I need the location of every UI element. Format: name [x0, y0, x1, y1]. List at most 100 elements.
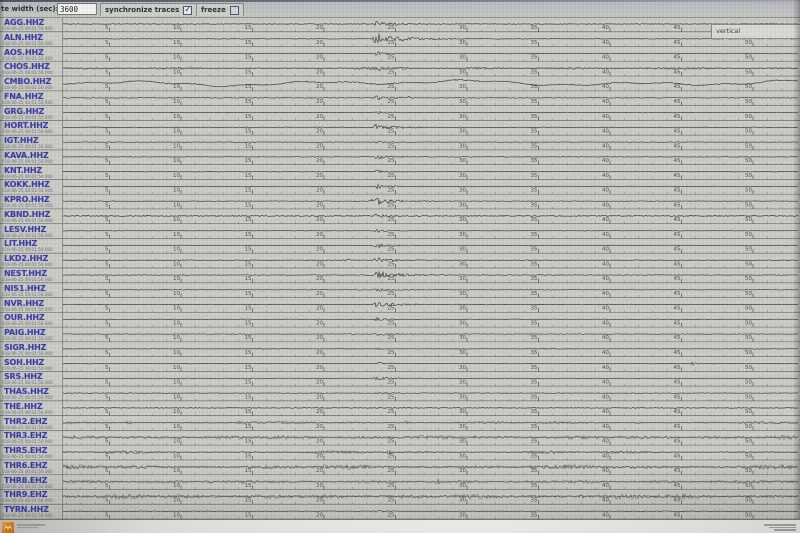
trace-width-input[interactable] — [57, 3, 97, 15]
trace-row: KAVA.HHZ 018-06-25 00:01:50.000 — [0, 150, 62, 165]
trace-row: CHOS.HHZ 018-06-25 00:01:50.000 — [0, 61, 62, 76]
station-label[interactable]: NEST.HHZ — [4, 269, 47, 278]
trace-row: KBND.HHZ 018-06-25 00:01:50.000 — [0, 209, 62, 224]
trace-row: AGG.HHZ 018-06-25 00:01:50.000 — [0, 17, 62, 32]
synchronize-checkbox[interactable] — [183, 5, 193, 15]
station-label[interactable]: AOS.HHZ — [4, 47, 44, 57]
trace-row: ALN.HHZ 018-06-25 00:01:50.000 — [0, 32, 62, 47]
station-label[interactable]: LESV.HHZ — [4, 224, 47, 234]
station-start-time: 018-06-25 00:01:50.000 — [2, 498, 53, 504]
station-label[interactable]: KBND.HHZ — [4, 209, 51, 219]
trace-row: THR3.EHZ 018-06-25 00:01:50.000 — [0, 430, 62, 445]
station-label[interactable]: KAVA.HHZ — [4, 150, 49, 160]
station-label[interactable]: THR9.EHZ — [4, 490, 48, 500]
trace-row: AOS.HHZ 018-06-25 00:01:50.000 — [0, 47, 62, 62]
station-start-time: 018-06-25 00:01:50.000 — [2, 306, 53, 312]
trace-row: OUR.HHZ 018-06-25 00:01:50.000 — [0, 312, 62, 327]
trace-row: LIT.HHZ 018-06-25 00:01:50.000 — [0, 238, 62, 253]
station-label[interactable]: THE.HHZ — [4, 401, 43, 411]
trace-row: SOH.HHZ 018-06-25 00:01:50.000 — [0, 357, 62, 372]
station-label[interactable]: LKD2.HHZ — [4, 254, 49, 264]
station-label[interactable]: AGG.HHZ — [4, 18, 45, 27]
trace-row: LKD2.HHZ 018-06-25 00:01:50.000 — [0, 253, 62, 268]
station-label[interactable]: OUR.HHZ — [4, 313, 45, 323]
station-start-time: 018-06-25 00:01:50.000 — [2, 218, 53, 224]
tab-synchronize-traces[interactable]: synchronize traces — [100, 3, 198, 16]
station-label[interactable]: THR5.EHZ — [4, 446, 48, 456]
station-label[interactable]: SRS.HHZ — [4, 372, 43, 382]
trace-row: NVR.HHZ 018-06-25 00:01:50.000 — [0, 298, 62, 313]
station-label[interactable]: NIS1.HHZ — [4, 283, 46, 293]
trace-row: THE.HHZ 018-06-25 00:01:50.000 — [0, 401, 62, 416]
station-label[interactable]: KPRO.HHZ — [4, 195, 50, 205]
trace-row: FNA.HHZ 018-06-25 00:01:50.000 — [0, 91, 62, 106]
station-start-time: 018-06-25 00:01:50.000 — [2, 321, 53, 327]
station-label[interactable]: GRG.HHZ — [4, 106, 45, 116]
station-start-time: 018-06-25 00:01:50.000 — [2, 292, 53, 297]
trace-row: THR8.EHZ 018-06-25 00:01:50.000 — [0, 475, 62, 490]
trace-row: SRS.HHZ 018-06-25 00:01:50.000 — [0, 371, 62, 386]
station-label[interactable]: THR2.EHZ — [4, 416, 48, 426]
station-label[interactable]: THR6.EHZ — [4, 460, 48, 470]
trace-row: KNT.HHZ 018-06-25 00:01:50.000 — [0, 165, 62, 180]
station-start-time: 018-06-25 00:01:50.000 — [2, 277, 53, 283]
trace-row: KPRO.HHZ 018-06-25 00:01:50.000 — [0, 194, 62, 209]
trace-row: THR6.EHZ 018-06-25 00:01:50.000 — [0, 460, 62, 475]
station-start-time: 018-06-25 00:01:50.000 — [2, 439, 53, 445]
station-start-time: 018-06-25 00:01:50.000 — [2, 469, 53, 475]
station-label[interactable]: SOH.HHZ — [4, 357, 45, 367]
station-start-time: 018-06-25 00:01:50.000 — [2, 484, 53, 489]
station-label[interactable]: THAS.HHZ — [4, 387, 49, 397]
station-label[interactable]: HORT.HHZ — [4, 121, 49, 131]
station-label[interactable]: KNT.HHZ — [4, 165, 42, 175]
trace-row: SIGR.HHZ 018-06-25 00:01:50.000 — [0, 342, 62, 357]
credit-text-line — [774, 529, 796, 531]
station-start-time: 018-06-25 00:01:50.000 — [2, 395, 53, 401]
station-label[interactable]: FNA.HHZ — [4, 91, 44, 101]
station-label[interactable]: IGT.HHZ — [4, 136, 39, 146]
station-label[interactable]: LIT.HHZ — [4, 239, 38, 249]
seismogram-trace-canvas — [0, 17, 800, 519]
trace-row: THR5.EHZ 018-06-25 00:01:50.000 — [0, 445, 62, 460]
station-start-time: 018-06-25 00:01:50.000 — [2, 70, 53, 76]
station-start-time: 018-06-25 00:01:50.000 — [2, 410, 53, 416]
tab-freeze[interactable]: freeze — [196, 3, 244, 16]
trace-row: HORT.HHZ 018-06-25 00:01:50.000 — [0, 120, 62, 135]
station-start-time: 018-06-25 00:01:50.000 — [2, 115, 53, 120]
station-start-time: 018-06-25 00:01:50.000 — [2, 366, 53, 371]
trace-row: THR9.EHZ 018-06-25 00:01:50.000 — [0, 489, 62, 504]
trace-row: GRG.HHZ 018-06-25 00:01:50.000 — [0, 106, 62, 121]
trace-row: PAIG.HHZ 018-06-25 00:01:50.000 — [0, 327, 62, 342]
station-label[interactable]: ALN.HHZ — [4, 32, 43, 42]
station-label[interactable]: KOKK.HHZ — [4, 180, 50, 190]
freeze-checkbox[interactable] — [229, 5, 239, 15]
freeze-label: freeze — [201, 6, 226, 14]
station-start-time: 018-06-25 00:01:50.000 — [2, 380, 53, 386]
trace-row: THR2.EHZ 018-06-25 00:01:50.000 — [0, 416, 62, 431]
station-start-time: 018-06-25 00:01:50.000 — [2, 425, 53, 430]
station-label[interactable]: CMBO.HHZ — [4, 77, 52, 87]
trace-row: LESV.HHZ 018-06-25 00:01:50.000 — [0, 224, 62, 239]
station-label[interactable]: THR3.EHZ — [4, 431, 48, 441]
station-start-time: 018-06-25 00:01:50.000 — [2, 233, 53, 238]
station-start-time: 018-06-25 00:01:50.000 — [2, 203, 53, 209]
station-label[interactable]: CHOS.HHZ — [4, 62, 50, 72]
station-start-time: 018-06-25 00:01:50.000 — [2, 159, 53, 165]
station-start-time: 018-06-25 00:01:50.000 — [2, 144, 53, 150]
screen-top-edge — [0, 0, 800, 2]
station-label[interactable]: THR8.EHZ — [4, 475, 48, 485]
station-start-time: 018-06-25 00:01:50.000 — [2, 351, 53, 356]
station-start-time: 018-06-25 00:01:50.000 — [2, 454, 53, 460]
station-label[interactable]: NVR.HHZ — [4, 298, 45, 308]
credit-text-line — [17, 526, 38, 528]
station-start-time: 018-06-25 00:01:50.000 — [2, 26, 53, 32]
station-start-time: 018-06-25 00:01:50.000 — [2, 188, 53, 194]
station-label[interactable]: PAIG.HHZ — [4, 328, 46, 338]
trace-row: IGT.HHZ 018-06-25 00:01:50.000 — [0, 135, 62, 150]
station-label[interactable]: SIGR.HHZ — [4, 342, 47, 352]
station-start-time: 018-06-25 00:01:50.000 — [2, 336, 53, 342]
orientation-selector[interactable]: vertical — [711, 24, 800, 39]
press-agency-logo-icon — [2, 522, 14, 533]
trace-row: NIS1.HHZ 018-06-25 00:01:50.000 — [0, 283, 62, 298]
station-label[interactable]: TYRN.HHZ — [4, 505, 49, 515]
